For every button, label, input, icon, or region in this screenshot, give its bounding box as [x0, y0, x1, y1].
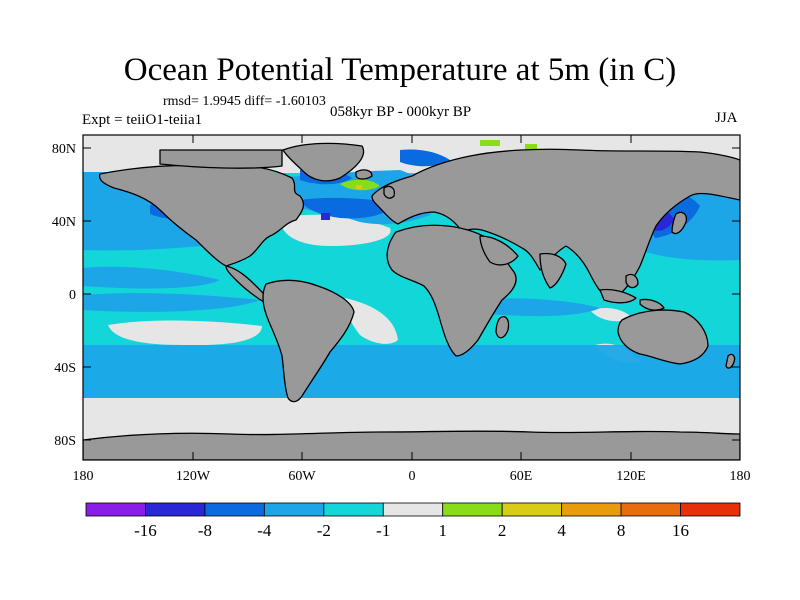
rmsd-diff-stats: rmsd= 1.9945 diff= -1.60103: [163, 94, 326, 109]
experiment-label: Expt = teiiO1-teiia1: [82, 112, 203, 128]
colorbar-labels: -16 -8 -4 -2 -1 1 2 4 8 16: [134, 521, 689, 540]
colorbar-swatch: [85, 502, 146, 517]
colorbar-label: -8: [198, 521, 212, 540]
colorbar-swatch: [442, 502, 503, 517]
colorbar-swatch: [382, 502, 444, 517]
colorbar-swatch: [501, 502, 563, 517]
map-title: Ocean Potential Temperature at 5m (in C): [123, 52, 677, 88]
antarctica: [83, 430, 740, 460]
period-label: 058kyr BP - 000kyr BP: [330, 104, 472, 120]
colorbar-swatch: [680, 502, 741, 517]
colorbar-label: -1: [376, 521, 390, 540]
lon-tick-label: 120E: [616, 469, 646, 484]
lon-tick-label: 60W: [288, 469, 316, 484]
colorbar-label: 1: [438, 521, 447, 540]
lat-tick-label: 0: [69, 288, 76, 303]
colorbar-label: -16: [134, 521, 157, 540]
season-label: JJA: [715, 110, 738, 126]
colorbar-swatch: [561, 502, 622, 517]
lon-tick-label: 180: [73, 469, 94, 484]
south-america: [262, 279, 355, 403]
colorbar-label: -4: [257, 521, 272, 540]
longitude-axis: [192, 135, 632, 460]
land-masses: [83, 142, 740, 460]
colorbar-swatch: [263, 502, 325, 517]
colorbar-swatch: [620, 502, 681, 517]
lat-tick-label: 80N: [52, 142, 76, 157]
colorbar-swatch: [204, 502, 265, 517]
greenland: [282, 142, 365, 182]
australia: [617, 309, 709, 365]
colorbar: [85, 502, 741, 517]
colorbar-label: 8: [617, 521, 626, 540]
colorbar-label: 4: [557, 521, 566, 540]
map-plot-area: [83, 135, 740, 460]
colorbar-label: -2: [317, 521, 331, 540]
latitude-axis: [83, 147, 740, 441]
lat-tick-label: 40S: [54, 361, 76, 376]
colorbar-label: 16: [672, 521, 689, 540]
lon-tick-label: 60E: [510, 469, 533, 484]
lon-tick-label: 120W: [176, 469, 211, 484]
colorbar-swatch: [145, 502, 206, 517]
lat-tick-label: 40N: [52, 215, 76, 230]
lon-tick-label: 0: [409, 469, 416, 484]
lon-tick-label: 180: [730, 469, 751, 484]
lat-tick-label: 80S: [54, 434, 76, 449]
colorbar-swatch: [323, 502, 384, 517]
colorbar-label: 2: [498, 521, 507, 540]
